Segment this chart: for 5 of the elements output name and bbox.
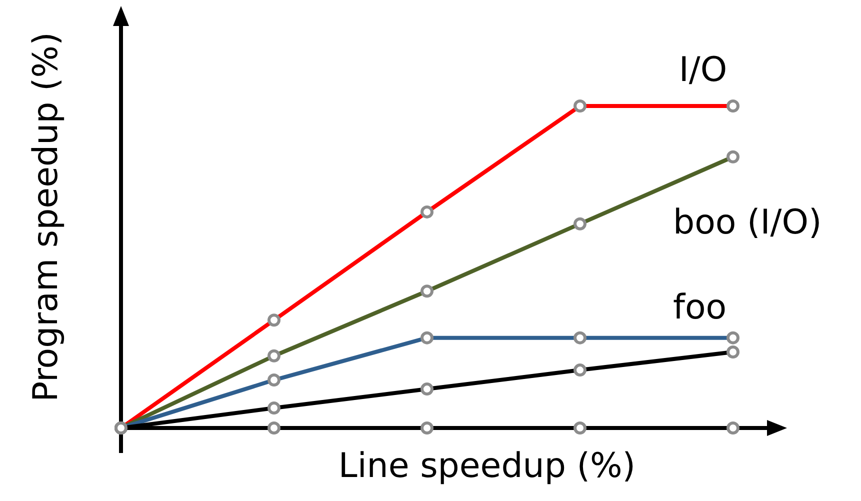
- series-label: I/O: [678, 50, 728, 90]
- x-axis-title: Line speedup (%): [338, 446, 636, 486]
- y-axis-title: Program speedup (%): [26, 32, 66, 402]
- series-label: foo: [673, 288, 727, 328]
- series-label: boo (I/O): [673, 202, 822, 243]
